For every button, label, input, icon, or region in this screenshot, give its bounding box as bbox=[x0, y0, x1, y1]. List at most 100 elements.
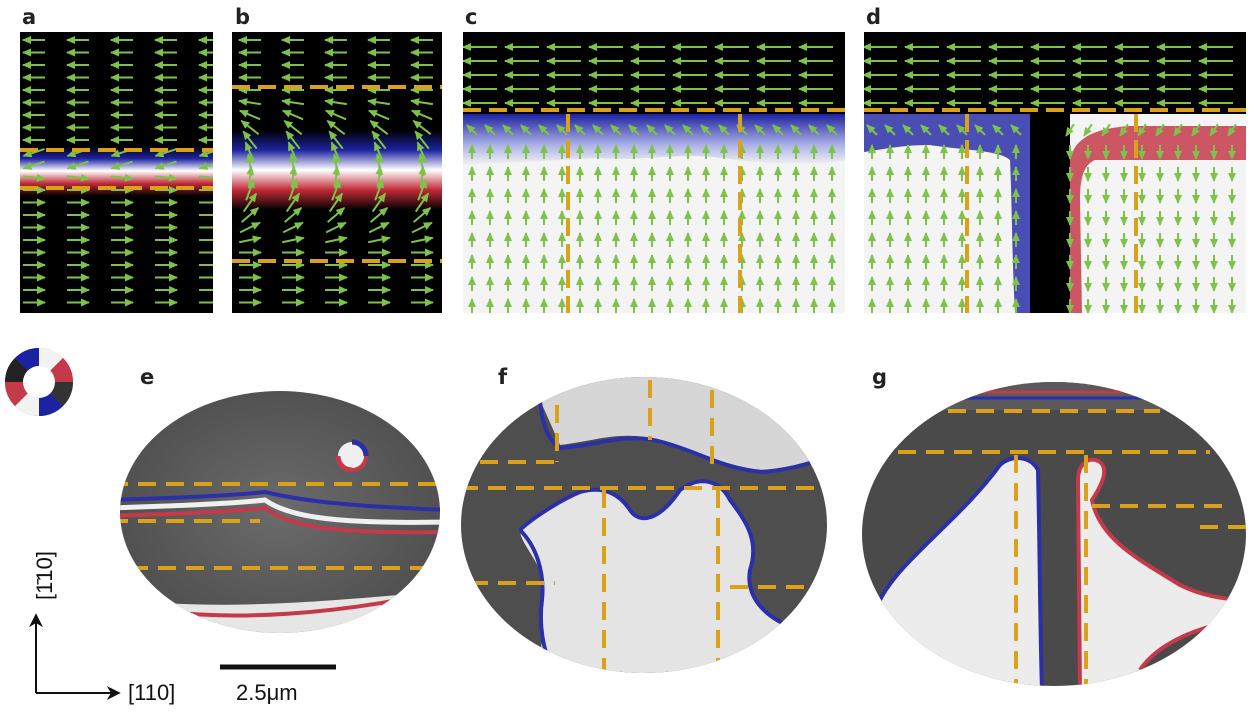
magnetization-arrow bbox=[22, 160, 45, 170]
panel-label-a: a bbox=[22, 5, 37, 29]
magnetization-arrow bbox=[284, 207, 303, 223]
panel-e bbox=[120, 391, 440, 633]
magnetization-arrow bbox=[324, 109, 347, 121]
magnetization-arrow bbox=[592, 124, 604, 136]
x-axis-label: [110] bbox=[128, 680, 175, 705]
panel-label-b: b bbox=[235, 5, 251, 29]
magnetization-arrow bbox=[281, 109, 304, 121]
magnetization-arrow bbox=[556, 124, 568, 136]
magnetization-arrow bbox=[154, 173, 178, 182]
magnetization-arrow bbox=[628, 124, 640, 136]
panel-label-e: e bbox=[140, 365, 155, 389]
magnetization-arrow bbox=[285, 130, 301, 150]
magnetization-arrow bbox=[1010, 124, 1022, 136]
panel-d bbox=[864, 32, 1246, 313]
magnetization-arrow bbox=[938, 124, 950, 136]
magnetization-arrow bbox=[700, 124, 712, 136]
magnetization-arrow bbox=[808, 124, 820, 136]
magnetization-arrow bbox=[956, 124, 968, 136]
magnetization-arrow bbox=[1227, 123, 1237, 137]
magnetization-arrow bbox=[371, 130, 387, 150]
magnetization-arrow bbox=[281, 98, 305, 106]
magnetization-arrow bbox=[1191, 123, 1201, 137]
magnetization-arrow bbox=[154, 148, 177, 158]
magnetization-arrow bbox=[288, 178, 298, 201]
magnetization-arrow bbox=[718, 124, 730, 136]
magnetization-arrow bbox=[242, 130, 258, 150]
panel-label-f: f bbox=[498, 365, 508, 389]
magnetization-arrow bbox=[411, 235, 434, 244]
panel-f bbox=[461, 377, 827, 673]
panel-g bbox=[862, 382, 1246, 686]
scale-bar-label: 2.5μm bbox=[236, 680, 298, 705]
magnetization-arrow bbox=[242, 192, 258, 213]
arrow-field-d bbox=[864, 43, 1237, 313]
magnetization-arrow bbox=[413, 207, 432, 223]
magnetization-arrow bbox=[327, 207, 346, 223]
magnetization-arrow bbox=[239, 235, 262, 244]
magnetization-arrow bbox=[374, 178, 384, 201]
magnetization-arrow bbox=[328, 130, 344, 150]
magnetization-arrow bbox=[368, 221, 390, 234]
magnetization-arrow bbox=[326, 119, 346, 136]
panel-label-d: d bbox=[866, 5, 882, 29]
magnetization-arrow bbox=[646, 124, 658, 136]
magnetization-arrow bbox=[371, 192, 387, 213]
magnetization-arrow bbox=[884, 124, 896, 136]
magnetization-arrow bbox=[245, 178, 255, 201]
magnetization-arrow bbox=[22, 148, 45, 158]
magnetization-arrow bbox=[974, 124, 986, 136]
panel-label-g: g bbox=[872, 365, 888, 389]
magnetization-arrow bbox=[1209, 123, 1219, 137]
magnetization-arrow bbox=[417, 178, 427, 201]
magnetization-arrow bbox=[466, 124, 478, 136]
magnetization-arrow bbox=[920, 124, 932, 136]
magnetization-arrow bbox=[240, 119, 260, 136]
magnetization-arrow bbox=[368, 235, 391, 244]
magnetization-arrow bbox=[1119, 123, 1129, 137]
magnetization-arrow bbox=[992, 124, 1004, 136]
magnetization-arrow bbox=[414, 130, 430, 150]
magnetization-arrow bbox=[538, 124, 550, 136]
magnetization-arrow bbox=[369, 119, 389, 136]
magnetization-arrow bbox=[790, 124, 802, 136]
magnetization-arrow bbox=[22, 173, 46, 182]
magnetization-arrow bbox=[1155, 123, 1165, 137]
magnetization-arrow bbox=[520, 124, 532, 136]
magnetization-arrow bbox=[241, 207, 260, 223]
panel-c bbox=[463, 32, 845, 313]
panel-b bbox=[232, 32, 442, 313]
magnetization-arrow bbox=[238, 98, 262, 106]
arrow-field-b bbox=[238, 36, 434, 307]
magnetization-arrow bbox=[902, 124, 914, 136]
magnetization-arrow bbox=[324, 98, 348, 106]
magnetization-arrow bbox=[682, 124, 694, 136]
magnetization-arrow bbox=[66, 160, 89, 170]
magnetization-arrow bbox=[1083, 123, 1093, 137]
magnetization-arrow bbox=[110, 160, 133, 170]
magnetization-arrow bbox=[1101, 123, 1111, 137]
magnetization-arrow bbox=[754, 124, 766, 136]
magnetization-arrow bbox=[664, 124, 676, 136]
magnetization-arrow bbox=[325, 221, 347, 234]
magnetization-arrow bbox=[282, 235, 305, 244]
magnetization-arrow bbox=[367, 98, 391, 106]
magnetization-arrow bbox=[198, 149, 213, 158]
magnetization-arrow bbox=[283, 119, 303, 136]
magnetization-arrow bbox=[110, 173, 134, 182]
color-wheel-icon bbox=[5, 348, 73, 416]
magnetization-arrow bbox=[610, 124, 622, 136]
magnetization-arrow bbox=[238, 109, 261, 121]
magnetization-arrow bbox=[484, 124, 496, 136]
magnetization-arrow bbox=[410, 109, 433, 121]
magnetization-arrow bbox=[66, 173, 90, 182]
magnetization-arrow bbox=[328, 192, 344, 213]
magnetization-arrow bbox=[826, 124, 838, 136]
scale-bar: 2.5μm bbox=[220, 664, 336, 705]
panel-a bbox=[20, 32, 213, 313]
magnetization-arrow bbox=[866, 124, 878, 136]
arrow-field-c bbox=[463, 43, 838, 313]
crystal-axes: [110] [1̄10] bbox=[29, 551, 175, 705]
magnetization-arrow bbox=[1065, 123, 1075, 137]
